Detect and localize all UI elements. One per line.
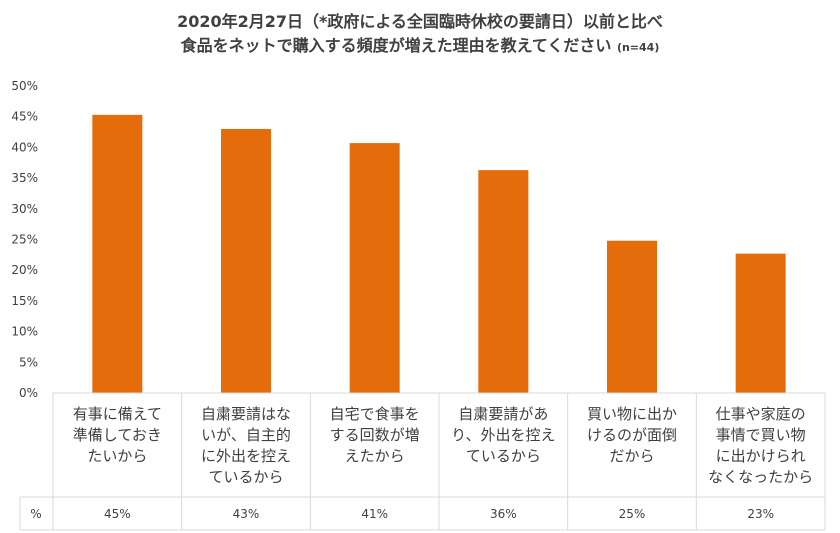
y-tick-label: 0% [19, 386, 38, 400]
y-tick-label: 5% [19, 355, 38, 369]
title-line-2-wrap: 食品をネットで購入する頻度が増えた理由を教えてください (n=44) [0, 34, 840, 60]
bar [221, 128, 271, 394]
bar [735, 253, 786, 393]
bar [607, 240, 657, 393]
y-tick-label: 40% [11, 140, 38, 154]
bar [92, 114, 143, 393]
data-label: 45% [104, 507, 131, 521]
data-label: 36% [490, 507, 517, 521]
category-label: 自粛要請があり、外出を控えているから [451, 405, 555, 465]
category-label: 買い物に出かけるのが面倒だから [587, 405, 677, 465]
y-tick-label: 25% [11, 233, 38, 247]
bar [349, 143, 400, 393]
category-label: 自粛要請はないが、自主的に外出を控えているから [201, 405, 291, 486]
y-tick-label: 30% [11, 202, 38, 216]
data-label: 41% [361, 507, 388, 521]
bar [478, 170, 529, 393]
title-line-1: 2020年2月27日（*政府による全国臨時休校の要請日）以前と比べ [177, 12, 663, 31]
table-header-label: % [30, 507, 41, 521]
category-label: 有事に備えて準備しておきたいから [73, 405, 162, 465]
chart-title: 2020年2月27日（*政府による全国臨時休校の要請日）以前と比べ 食品をネット… [0, 10, 840, 60]
sample-size: (n=44) [616, 41, 660, 54]
y-tick-label: 35% [11, 171, 38, 185]
y-tick-label: 20% [11, 263, 38, 277]
category-label: 仕事や家庭の事情で買い物に出かけられなくなったから [708, 405, 813, 486]
title-line-2: 食品をネットで購入する頻度が増えた理由を教えてください [180, 36, 612, 55]
y-tick-label: 45% [11, 110, 38, 124]
data-label: 25% [619, 507, 646, 521]
y-tick-label: 10% [11, 325, 38, 339]
data-label: 23% [747, 507, 774, 521]
category-label: 自宅で食事をする回数が増えたから [330, 405, 420, 465]
y-tick-label: 15% [11, 294, 38, 308]
data-label: 43% [233, 507, 260, 521]
y-tick-label: 50% [11, 79, 38, 93]
